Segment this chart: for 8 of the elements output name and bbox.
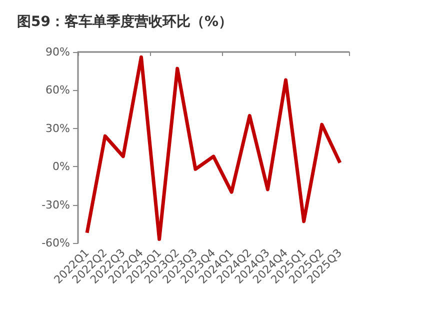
y-tick-label: 90% bbox=[46, 46, 70, 58]
y-tick-label: 30% bbox=[46, 122, 70, 135]
line-series bbox=[85, 55, 342, 241]
y-tick-label: 60% bbox=[46, 84, 70, 97]
y-tick-label: -60% bbox=[42, 236, 70, 250]
y-tick-label: -30% bbox=[42, 198, 70, 212]
chart-title: 图59：客车单季度营收环比（%） bbox=[17, 13, 233, 30]
y-tick-label: 0% bbox=[52, 160, 70, 174]
